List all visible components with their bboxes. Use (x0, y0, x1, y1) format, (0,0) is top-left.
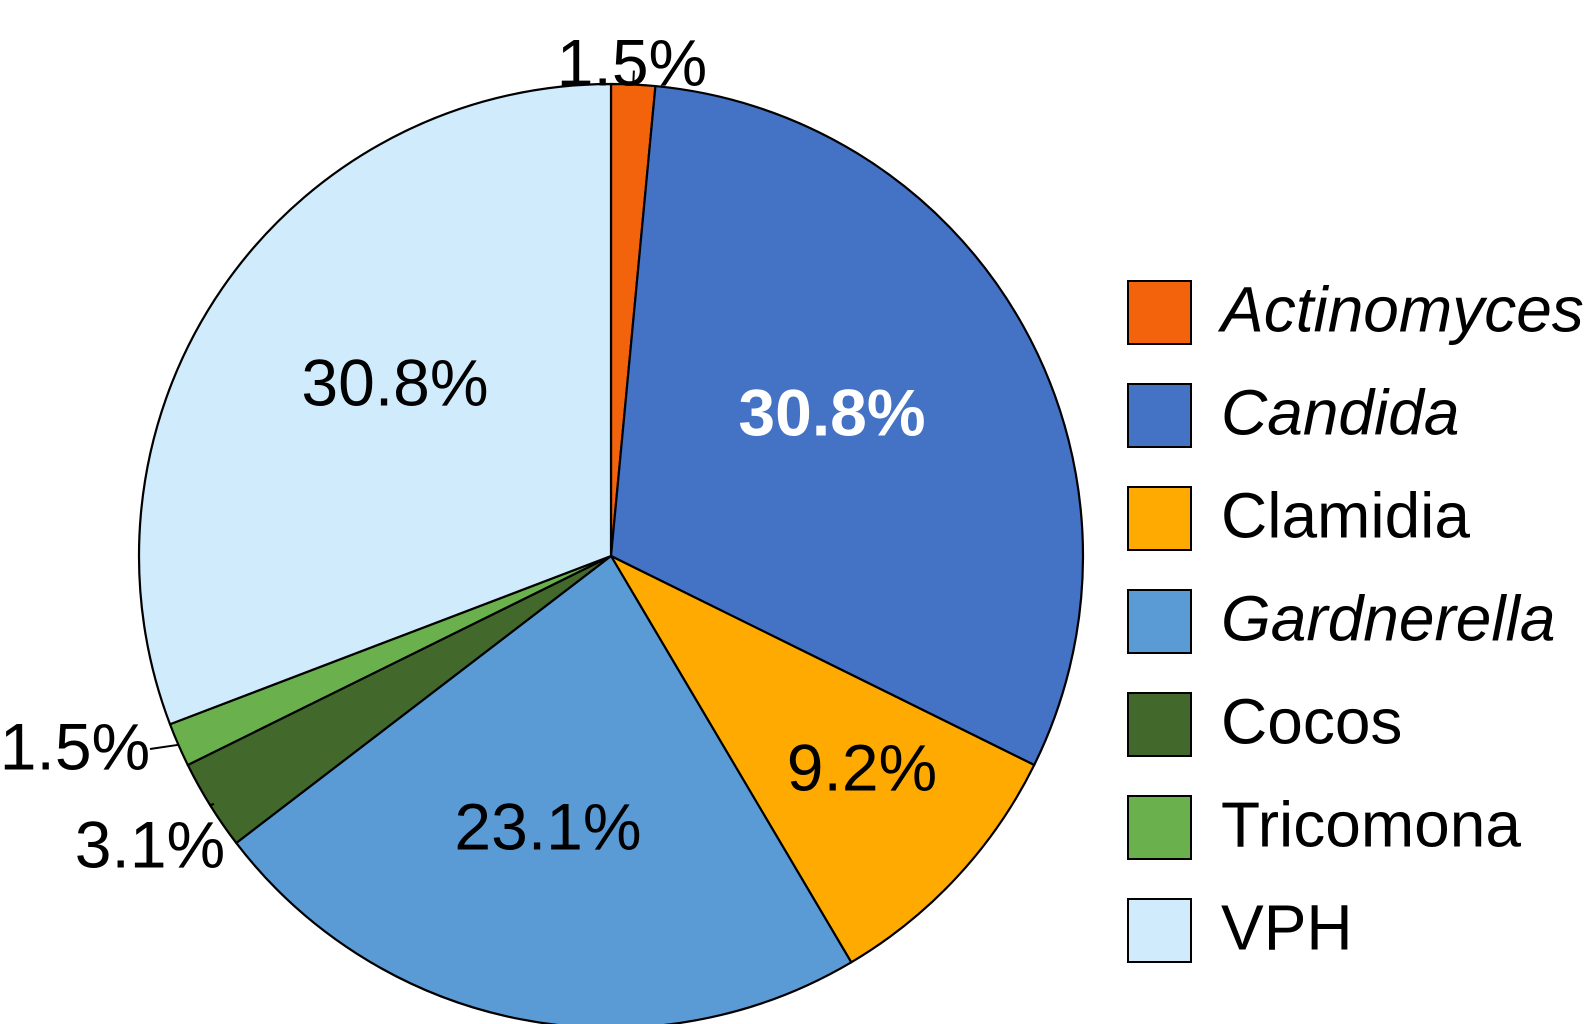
slice-vph (137, 82, 613, 726)
slice-labels: 1.5% 30.8% 9.2% 23.1% 3.1% 1.5% 30.8% (0, 25, 937, 881)
legend-label-gardnerella: Gardnerella (1221, 582, 1555, 654)
slice-label-vph: 30.8% (301, 345, 488, 419)
slice-gardnerella (235, 554, 853, 1024)
legend-label-candida: Candida (1221, 376, 1459, 448)
legend-swatch-gardnerella (1127, 589, 1192, 654)
slice-label-clamidia: 9.2% (787, 730, 937, 804)
leader-line-tricomona (149, 743, 179, 750)
slice-label-actinomyces: 1.5% (557, 25, 707, 99)
legend-swatch-actinomyces (1127, 280, 1192, 345)
leader-lines (149, 70, 635, 807)
legend-swatch-cocos (1127, 692, 1192, 757)
legend-label-clamidia: Clamidia (1221, 479, 1470, 551)
legend-label-cocos: Cocos (1221, 685, 1402, 757)
leader-line-cocos (209, 803, 215, 807)
legend: Actinomyces Candida Clamidia Gardnerella Coc… (1127, 273, 1584, 963)
slice-label-gardnerella: 23.1% (454, 789, 641, 863)
legend-swatch-candida (1127, 383, 1192, 448)
legend-label-actinomyces: Actinomyces (1217, 273, 1584, 345)
legend-swatch-vph (1127, 898, 1192, 963)
slice-clamidia (609, 554, 1036, 964)
legend-swatch-clamidia (1127, 486, 1192, 551)
legend-label-vph: VPH (1221, 891, 1353, 963)
pie-slices (137, 82, 1085, 1024)
slice-label-candida: 30.8% (738, 375, 925, 449)
slice-candida (609, 84, 1085, 767)
legend-label-tricomona: Tricomona (1221, 788, 1521, 860)
slice-label-tricomona: 1.5% (0, 709, 150, 783)
leader-line-actinomyces (632, 70, 635, 85)
legend-swatch-tricomona (1127, 795, 1192, 860)
slice-label-cocos: 3.1% (75, 807, 225, 881)
